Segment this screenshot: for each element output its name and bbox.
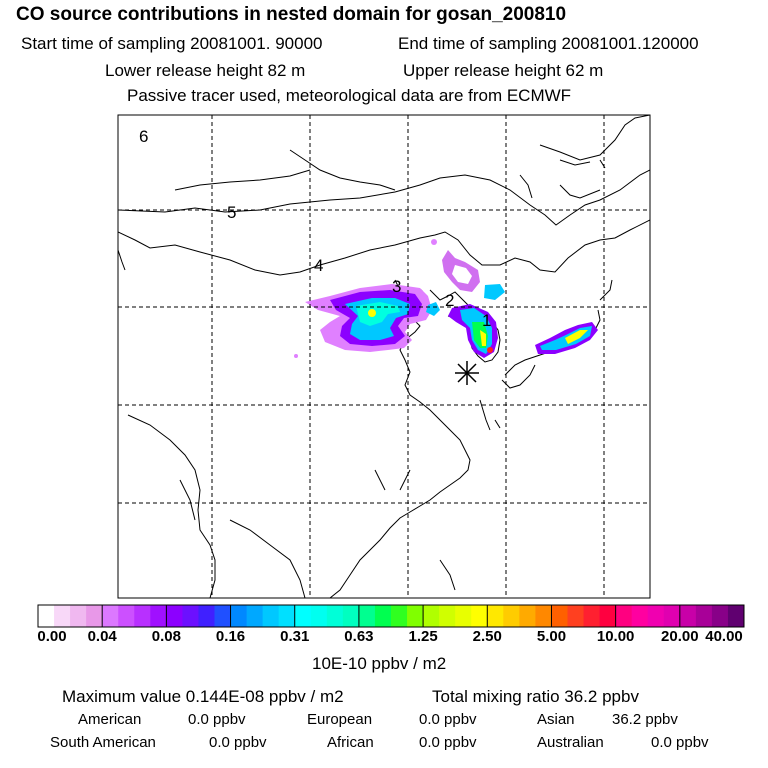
colorbar-cell bbox=[230, 605, 248, 627]
colorbar-cell bbox=[294, 605, 312, 627]
region-value-asian: 36.2 ppbv bbox=[612, 711, 678, 728]
region-label-6: 6 bbox=[139, 127, 148, 146]
colorbar-cell bbox=[583, 605, 601, 627]
colorbar-cell bbox=[599, 605, 617, 627]
colorbar-cell bbox=[455, 605, 472, 627]
region-label-5: 5 bbox=[227, 203, 236, 222]
colorbar-cell bbox=[54, 605, 71, 627]
colorbar-cell bbox=[182, 605, 199, 627]
region-name-south-american: South American bbox=[50, 734, 156, 751]
end-time-label: End time of sampling 20081001.120000 bbox=[398, 34, 699, 53]
colorbar-cell bbox=[711, 605, 729, 627]
colorbar-cell bbox=[70, 605, 87, 627]
colorbar-cell bbox=[471, 605, 488, 627]
colorbar-tick-label: 0.16 bbox=[215, 628, 246, 645]
max-value-label: Maximum value 0.144E-08 ppbv / m2 bbox=[62, 687, 344, 706]
upper-release-height-label: Upper release height 62 m bbox=[403, 61, 604, 80]
colorbar-cell bbox=[551, 605, 568, 627]
colorbar-tick-label: 2.50 bbox=[472, 628, 502, 645]
colorbar-cell bbox=[326, 605, 344, 627]
region-label-1: 1 bbox=[482, 311, 491, 330]
chart-title: CO source contributions in nested domain… bbox=[16, 4, 567, 25]
region-name-american: American bbox=[78, 711, 142, 728]
colorbar bbox=[37, 604, 745, 628]
colorbar-cell bbox=[166, 605, 183, 627]
map-panel: 6 5 4 3 2 1 bbox=[117, 114, 651, 599]
region-value-american: 0.0 ppbv bbox=[188, 711, 246, 728]
colorbar-cell bbox=[134, 605, 151, 627]
colorbar-cell bbox=[278, 605, 296, 627]
coastline-layer bbox=[118, 115, 650, 598]
colorbar-cell bbox=[86, 605, 103, 627]
colorbar-tick-label: 40.00 bbox=[705, 628, 743, 645]
colorbar-cell bbox=[150, 605, 167, 627]
colorbar-cell bbox=[663, 605, 681, 627]
receptor-star-marker bbox=[455, 361, 479, 385]
colorbar-cell bbox=[342, 605, 360, 627]
total-mixing-ratio-label: Total mixing ratio 36.2 ppbv bbox=[432, 687, 639, 706]
region-label-2: 2 bbox=[445, 291, 454, 310]
colorbar-cell bbox=[391, 605, 408, 627]
plume-layer bbox=[294, 239, 598, 358]
colorbar-cell bbox=[246, 605, 264, 627]
colorbar-cell bbox=[38, 605, 55, 627]
tracer-note: Passive tracer used, meteorological data… bbox=[127, 86, 572, 105]
colorbar-cell bbox=[214, 605, 232, 627]
colorbar-cell bbox=[695, 605, 713, 627]
region-label-3: 3 bbox=[392, 277, 401, 296]
colorbar-cell bbox=[407, 605, 424, 627]
colorbar-tick-label: 0.04 bbox=[87, 628, 117, 645]
colorbar-cell bbox=[102, 605, 119, 627]
region-name-african: African bbox=[327, 734, 374, 751]
colorbar-tick-label: 5.00 bbox=[536, 628, 567, 645]
colorbar-tick-label: 20.00 bbox=[661, 628, 699, 645]
colorbar-unit-label: 10E-10 ppbv / m2 bbox=[312, 654, 447, 673]
region-value-australian: 0.0 ppbv bbox=[651, 734, 709, 751]
colorbar-cell bbox=[679, 605, 697, 627]
map-frame bbox=[117, 114, 651, 599]
colorbar-tick-label: 1.25 bbox=[408, 628, 438, 645]
colorbar-cell bbox=[423, 605, 440, 627]
colorbar-cell bbox=[374, 605, 392, 627]
colorbar-cell bbox=[647, 605, 665, 627]
colorbar-cell bbox=[262, 605, 280, 627]
colorbar-cell bbox=[631, 605, 649, 627]
region-name-european: European bbox=[307, 711, 373, 728]
lower-release-height-label: Lower release height 82 m bbox=[105, 61, 306, 80]
colorbar-cell bbox=[503, 605, 520, 627]
colorbar-tick-label: 0.31 bbox=[280, 628, 310, 645]
region-name-asian: Asian bbox=[537, 711, 575, 728]
colorbar-cell bbox=[118, 605, 135, 627]
colorbar-cell bbox=[487, 605, 504, 627]
colorbar-cell bbox=[727, 605, 745, 627]
region-name-australian: Australian bbox=[537, 734, 604, 751]
colorbar-tick-label: 10.00 bbox=[596, 628, 635, 645]
region-label-4: 4 bbox=[314, 256, 323, 275]
colorbar-tick-label: 0.63 bbox=[344, 628, 374, 645]
region-value-european: 0.0 ppbv bbox=[419, 711, 477, 728]
colorbar-cell bbox=[567, 605, 585, 627]
colorbar-cell bbox=[519, 605, 536, 627]
colorbar-tick-label: 0.08 bbox=[151, 628, 181, 645]
region-value-african: 0.0 ppbv bbox=[419, 734, 477, 751]
colorbar-cell bbox=[615, 605, 633, 627]
colorbar-cell bbox=[198, 605, 215, 627]
colorbar-tick-label: 0.00 bbox=[37, 628, 67, 645]
start-time-label: Start time of sampling 20081001. 90000 bbox=[21, 34, 323, 53]
colorbar-cell bbox=[358, 605, 376, 627]
colorbar-frame bbox=[37, 604, 745, 628]
colorbar-cell bbox=[310, 605, 328, 627]
region-value-south-american: 0.0 ppbv bbox=[209, 734, 267, 751]
colorbar-cell bbox=[439, 605, 456, 627]
graticule bbox=[118, 115, 650, 598]
colorbar-cell bbox=[535, 605, 552, 627]
